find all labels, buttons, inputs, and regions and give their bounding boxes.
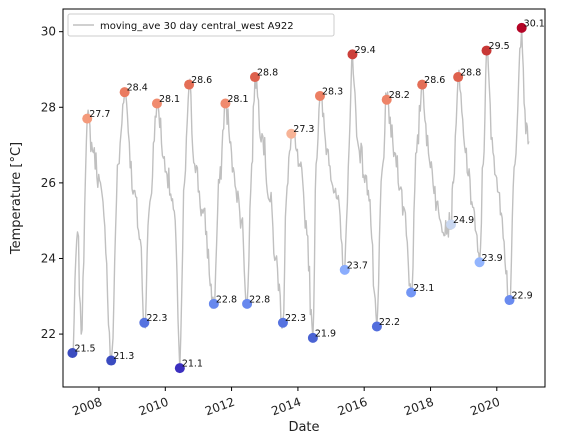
extremum-marker: [314, 90, 325, 101]
y-tick-label: 30: [41, 25, 56, 39]
extremum-label: 28.3: [322, 86, 343, 97]
extremum-marker: [220, 98, 231, 109]
moving-average-line: [71, 27, 530, 369]
extremum-label: 28.2: [389, 90, 410, 101]
extremum-marker: [347, 49, 358, 60]
x-tick-label: 2010: [137, 395, 170, 419]
extremum-marker: [174, 363, 185, 374]
extremum-marker: [381, 94, 392, 105]
legend: moving_ave 30 day central_west A922: [67, 13, 335, 37]
extremum-label: 22.8: [216, 294, 237, 305]
extremum-label: 22.3: [146, 313, 167, 324]
extremum-label: 28.1: [159, 94, 180, 105]
y-axis-title: Temperature [°C]: [9, 142, 24, 255]
extremum-marker: [481, 45, 492, 56]
extremum-marker: [249, 72, 260, 83]
x-tick-label: 2008: [70, 395, 103, 419]
series-layer: [71, 27, 530, 369]
extremum-label: 28.4: [127, 83, 148, 94]
legend-box: [67, 13, 335, 37]
y-tick-label: 26: [41, 176, 56, 190]
x-axis-title: Date: [288, 420, 319, 435]
extremum-label: 29.5: [489, 41, 510, 52]
extrema-labels: 21.5 27.7 21.3 28.4 22.3 28.1 21.1 28.6 22.8 28.1…: [74, 18, 544, 369]
x-tick-label: 2012: [203, 395, 236, 419]
extremum-marker: [277, 317, 288, 328]
extremum-marker: [139, 317, 150, 328]
extremum-marker: [371, 321, 382, 332]
extremum-label: 28.6: [424, 75, 445, 86]
legend-entry: moving_ave 30 day central_west A922: [100, 21, 294, 32]
extremum-marker: [446, 219, 457, 230]
x-tick-label: 2016: [336, 395, 369, 419]
extremum-label: 24.9: [453, 215, 474, 226]
y-tick-label: 28: [41, 100, 56, 114]
y-tick-label: 22: [41, 327, 56, 341]
extremum-label: 29.4: [354, 45, 375, 56]
extremum-marker: [453, 72, 464, 83]
extremum-label: 22.3: [285, 313, 306, 324]
extremum-label: 27.7: [89, 109, 110, 120]
extremum-marker: [208, 298, 219, 309]
extremum-marker: [339, 264, 350, 275]
extremum-marker: [417, 79, 428, 90]
extremum-label: 22.8: [249, 294, 270, 305]
extremum-label: 23.9: [482, 253, 503, 264]
extremum-label: 27.3: [293, 124, 314, 135]
extremum-marker: [242, 298, 253, 309]
plot-frame: [62, 8, 546, 388]
extremum-marker: [184, 79, 195, 90]
extremum-marker: [474, 257, 485, 268]
extremum-label: 28.8: [460, 68, 481, 79]
extremum-marker: [151, 98, 162, 109]
extremum-label: 21.3: [113, 351, 134, 362]
extremum-marker: [119, 87, 130, 98]
extremum-marker: [406, 287, 417, 298]
extremum-label: 28.1: [227, 94, 248, 105]
x-tick-label: 2018: [402, 395, 435, 419]
x-tick-label: 2020: [468, 395, 501, 419]
extremum-label: 22.9: [512, 291, 533, 302]
x-axis: 2008 2010 2012 2014 2016 2018 2020: [70, 387, 502, 419]
y-tick-label: 24: [41, 251, 56, 265]
extrema-markers: [67, 22, 527, 374]
y-axis: 22 24 26 28 30: [41, 25, 63, 341]
extremum-label: 28.6: [191, 75, 212, 86]
extremum-marker: [516, 22, 527, 33]
extremum-label: 21.9: [315, 328, 336, 339]
extremum-label: 21.1: [182, 359, 203, 370]
extremum-marker: [307, 332, 318, 343]
extremum-label: 30.1: [524, 18, 545, 29]
extremum-label: 28.8: [257, 68, 278, 79]
extremum-label: 22.2: [379, 317, 400, 328]
extremum-marker: [106, 355, 117, 366]
extremum-marker: [82, 113, 93, 124]
extremum-marker: [504, 295, 515, 306]
extremum-label: 23.1: [413, 283, 434, 294]
extremum-label: 21.5: [74, 343, 95, 354]
extremum-marker: [67, 347, 78, 358]
extremum-marker: [286, 128, 297, 139]
extremum-label: 23.7: [347, 260, 368, 271]
x-tick-label: 2014: [269, 395, 302, 419]
